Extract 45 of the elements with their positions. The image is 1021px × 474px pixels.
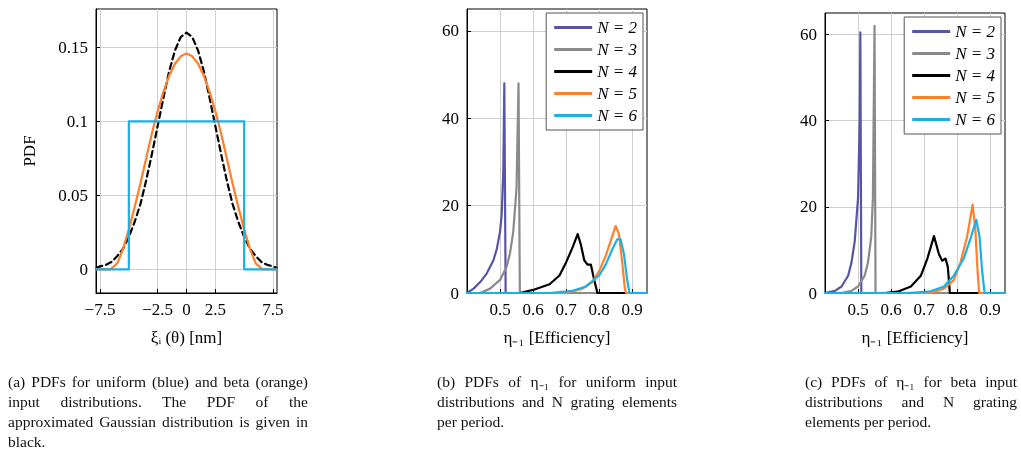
x-tick-label: 0.7 [913, 300, 936, 319]
x-tick-label: 0 [182, 300, 191, 319]
x-tick-label: 0.7 [555, 300, 578, 319]
legend-label: N = 6 [954, 110, 996, 129]
y-axis-title: PDF [20, 135, 39, 167]
legend-label: N = 6 [596, 106, 638, 125]
x-tick-label: 0.8 [588, 300, 610, 319]
y-tick-label: 20 [800, 197, 817, 217]
x-tick-label: 0.9 [621, 300, 643, 319]
x-tick-label: 0.6 [880, 300, 902, 319]
text: (a) PDFs for uniform (blue) and beta (orange) input distributions. The PDF of the approximated Gaussian distribution is given in black. [8, 372, 308, 452]
legend-label: N = 2 [954, 22, 996, 41]
y-tick-label: 0 [450, 283, 459, 303]
x-axis-title: η₋₁ [Efficiency] [861, 328, 969, 347]
y-tick-label: 0 [79, 259, 88, 279]
y-tick-label: 0.1 [66, 111, 88, 131]
x-tick-label: 7.5 [262, 300, 284, 319]
x-tick-label: −7.5 [84, 300, 116, 319]
y-tick-label: 20 [442, 196, 459, 216]
legend-label: N = 3 [954, 44, 995, 63]
legend-label: N = 2 [596, 18, 638, 37]
legend-label: N = 5 [596, 84, 637, 103]
y-tick-label: 60 [442, 21, 459, 41]
x-axis-title: η₋₁ [Efficiency] [503, 328, 611, 347]
x-tick-label: 0.5 [489, 300, 511, 319]
x-axis-title: ξᵢ (θ) [nm] [150, 328, 223, 347]
text: (c) PDFs of η₋₁ for beta input distributions and N grating elements per period. [805, 372, 1017, 432]
x-tick-label: 0.5 [847, 300, 869, 319]
text: (b) PDFs of η₋₁ for uniform input distributions and N grating elements per period. [437, 372, 677, 432]
line-series [823, 218, 1007, 295]
y-tick-label: 0.15 [58, 37, 88, 57]
y-tick-label: 0.05 [58, 185, 88, 205]
y-tick-label: 0 [808, 283, 817, 303]
x-tick-label: −2.5 [142, 300, 174, 319]
x-tick-label: 0.8 [946, 300, 968, 319]
legend-label: N = 4 [596, 62, 638, 81]
y-tick-label: 40 [442, 108, 459, 128]
y-tick-label: 60 [800, 25, 817, 45]
legend-label: N = 3 [596, 40, 637, 59]
legend-label: N = 5 [954, 88, 995, 107]
x-tick-label: 2.5 [204, 300, 226, 319]
legend-label: N = 4 [954, 66, 996, 85]
x-tick-label: 0.9 [979, 300, 1001, 319]
x-tick-label: 0.6 [522, 300, 544, 319]
y-tick-label: 40 [800, 111, 817, 131]
